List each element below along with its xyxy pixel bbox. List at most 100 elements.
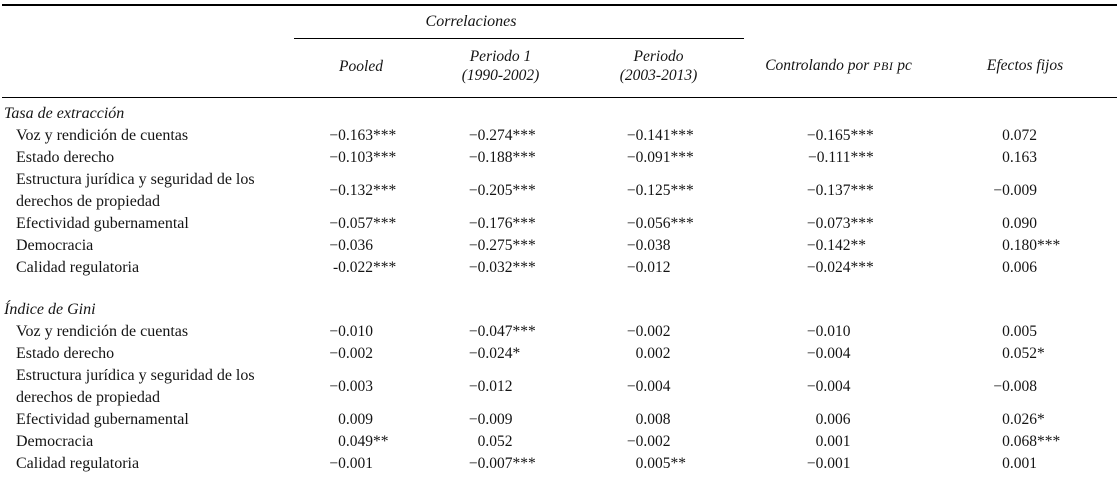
value-cell: −0.038 (573, 235, 744, 257)
spanner-row: Correlaciones (2, 5, 1117, 39)
value-number: −0.165 (806, 127, 851, 144)
value-number: −0.004 (806, 345, 851, 362)
value: −0.032 *** (463, 257, 539, 279)
value: 0.006 (801, 409, 877, 431)
value-number: −0.091 (626, 149, 671, 166)
value-cell: 0.068 *** (933, 431, 1117, 453)
value-number: −0.002 (329, 345, 373, 362)
value-number: −0.038 (626, 237, 671, 254)
significance-stars: *** (373, 259, 397, 276)
value: 0.001 (801, 431, 877, 453)
table-row: Estado derecho −0.002 −0.024 * 0.002 −0.0… (2, 343, 1117, 365)
value-cell: 0.163 (933, 147, 1117, 169)
value-number: −0.003 (329, 378, 373, 395)
value: −0.024 *** (801, 257, 877, 279)
value-number: −0.176 (468, 215, 513, 232)
value-number: −0.132 (329, 182, 373, 199)
value-cell: 0.008 (573, 409, 744, 431)
correlation-table: Correlaciones Pooled Periodo 1 (1990-200… (2, 4, 1118, 487)
value-cell: −0.001 (294, 453, 428, 487)
value: −0.004 (801, 376, 877, 398)
value-cell: −0.007 *** (428, 453, 573, 487)
value-number: 0.005 (1002, 323, 1038, 340)
value-number: −0.275 (468, 237, 513, 254)
spanner-label: Correlaciones (425, 13, 517, 30)
row-label: Efectividad gubernamental (16, 411, 189, 428)
table-row: Estructura jurídica y seguridad de los d… (2, 365, 1117, 409)
significance-stars: *** (850, 127, 874, 144)
significance-stars (671, 321, 697, 343)
column-header-pooled: Pooled (294, 38, 428, 98)
value-number: −0.274 (468, 127, 513, 144)
value-number: −0.008 (993, 378, 1038, 395)
significance-stars (373, 453, 399, 475)
value-cell: 0.026 * (933, 409, 1117, 431)
section-header-row: Tasa de extracción (2, 98, 1117, 126)
value: −0.091 *** (621, 147, 697, 169)
value-number: 0.009 (338, 411, 373, 428)
significance-stars (513, 376, 539, 398)
value-cell: -0.022 *** (294, 257, 428, 279)
significance-stars (851, 321, 877, 343)
value: 0.180 *** (987, 235, 1063, 257)
value-cell: 0.005 ** (573, 453, 744, 487)
value: 0.049 ** (323, 431, 399, 453)
value-number: −0.009 (993, 182, 1038, 199)
value: −0.008 (987, 376, 1063, 398)
significance-stars (1037, 376, 1063, 398)
value-number: −0.004 (626, 378, 671, 395)
significance-stars: *** (670, 182, 694, 199)
value-cell: 0.009 (294, 409, 428, 431)
value-number: 0.180 (1002, 237, 1038, 254)
value: −0.003 (323, 376, 399, 398)
table-row: Estado derecho −0.103 *** −0.188 *** −0.09… (2, 147, 1117, 169)
significance-stars: * (512, 345, 521, 362)
value-cell: −0.002 (294, 343, 428, 365)
value-cell: −0.205 *** (428, 169, 573, 213)
value-number: 0.090 (1002, 215, 1038, 232)
section-header-row: Índice de Gini (2, 279, 1117, 321)
value-number: 0.008 (635, 411, 671, 428)
value-number: −0.163 (329, 127, 373, 144)
column-header-label: Periodo 1 (469, 48, 532, 65)
row-label-header (2, 38, 294, 98)
value-number: −0.056 (626, 215, 671, 232)
pbi-acronym: PBI (873, 58, 894, 73)
value-number: −0.036 (329, 237, 373, 254)
value-number: −0.111 (808, 149, 851, 166)
value: −0.002 (621, 321, 697, 343)
value-number: 0.072 (1002, 127, 1038, 144)
value: −0.188 *** (463, 147, 539, 169)
column-header-label: Controlando por (765, 56, 870, 74)
column-header-sublabel: (1990-2002) (461, 67, 540, 84)
value-cell: −0.111 *** (744, 147, 933, 169)
value-cell: −0.004 (744, 343, 933, 365)
table-header: Correlaciones Pooled Periodo 1 (1990-200… (2, 5, 1118, 98)
value: -0.022 *** (323, 257, 399, 279)
value: −0.004 (801, 343, 877, 365)
value-number: −0.073 (806, 215, 851, 232)
value-number: −0.047 (468, 323, 513, 340)
value-cell: −0.163 *** (294, 125, 428, 147)
value-number: 0.163 (1002, 149, 1038, 166)
column-header-periodo2: Periodo (2003-2013) (573, 38, 745, 98)
value-number: −0.142 (806, 237, 851, 254)
value-cell: −0.274 *** (428, 125, 573, 147)
significance-stars (1037, 213, 1063, 235)
value-cell: −0.036 (294, 235, 428, 257)
significance-stars: *** (373, 215, 397, 232)
table-row: Voz y rendición de cuentas −0.010 −0.047… (2, 321, 1117, 343)
value-cell: −0.010 (294, 321, 428, 343)
value: 0.163 (987, 147, 1063, 169)
value-cell: −0.001 (744, 453, 933, 487)
value: −0.001 (801, 453, 877, 475)
value-cell: −0.142 ** (744, 235, 933, 257)
value-number: −0.002 (626, 323, 671, 340)
value-cell: −0.188 *** (428, 147, 573, 169)
row-label: Democracia (16, 433, 94, 450)
significance-stars: *** (670, 127, 694, 144)
table-row: Estructura jurídica y seguridad de los d… (2, 169, 1117, 213)
value-cell: 0.006 (744, 409, 933, 431)
value: −0.125 *** (621, 180, 697, 202)
value: −0.103 *** (323, 147, 399, 169)
